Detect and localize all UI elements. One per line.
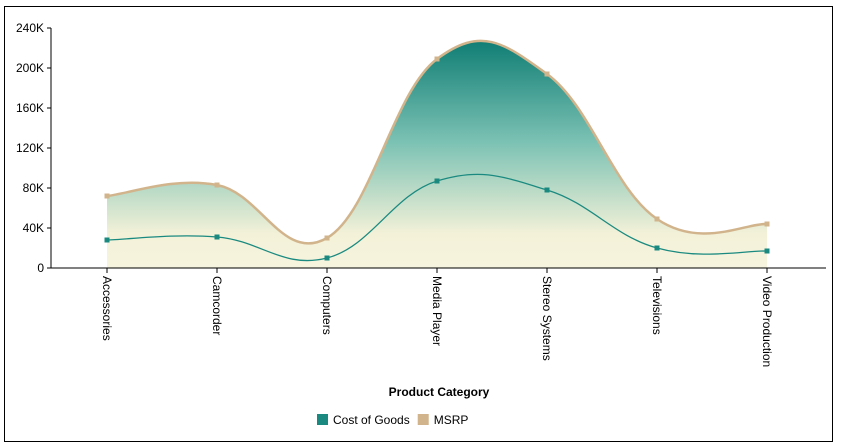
point-cost-of-goods-1[interactable]	[214, 234, 220, 240]
point-cost-of-goods-0[interactable]	[104, 237, 110, 243]
x-tick-label: Televisions	[650, 276, 664, 335]
legend-swatch-cost-of-goods	[317, 414, 328, 425]
series-markers	[104, 56, 770, 261]
point-msrp-0[interactable]	[104, 193, 110, 199]
y-tick-label: 80K	[23, 181, 44, 195]
x-tick-label: Media Player	[430, 276, 444, 346]
point-cost-of-goods-2[interactable]	[324, 255, 330, 261]
point-cost-of-goods-3[interactable]	[434, 178, 440, 184]
x-tick-label: Computers	[320, 276, 334, 335]
y-axis-ticks: 0 40K 80K 120K 160K 200K 240K	[16, 21, 51, 275]
area-msrp	[107, 40, 767, 269]
point-cost-of-goods-4[interactable]	[544, 187, 550, 193]
x-tick-label: Video Production	[760, 276, 774, 367]
x-tick-label: Stereo Systems	[540, 276, 554, 361]
legend-swatch-msrp	[417, 414, 429, 425]
point-msrp-2[interactable]	[324, 235, 330, 241]
y-tick-label: 240K	[16, 21, 44, 35]
legend: Cost of Goods MSRP	[317, 413, 468, 427]
point-msrp-4[interactable]	[544, 71, 550, 77]
point-msrp-5[interactable]	[654, 216, 660, 222]
y-tick-label: 120K	[16, 141, 44, 155]
point-cost-of-goods-6[interactable]	[764, 248, 770, 254]
point-cost-of-goods-5[interactable]	[654, 245, 660, 251]
point-msrp-1[interactable]	[214, 182, 220, 188]
x-tick-label: Accessories	[100, 276, 114, 341]
y-tick-label: 160K	[16, 101, 44, 115]
y-tick-label: 40K	[23, 221, 44, 235]
point-msrp-3[interactable]	[434, 56, 440, 62]
x-tick-label: Camcorder	[210, 276, 224, 335]
area-cost-of-goods	[107, 174, 767, 268]
x-axis-title: Product Category	[389, 385, 490, 399]
series-areas	[107, 40, 767, 269]
y-tick-label: 200K	[16, 61, 44, 75]
legend-label-msrp: MSRP	[434, 413, 469, 427]
point-msrp-6[interactable]	[764, 221, 770, 227]
y-tick-label: 0	[37, 261, 44, 275]
x-axis-ticks: Accessories Camcorder Computers Media Playe…	[100, 268, 774, 367]
legend-label-cost-of-goods: Cost of Goods	[333, 413, 410, 427]
